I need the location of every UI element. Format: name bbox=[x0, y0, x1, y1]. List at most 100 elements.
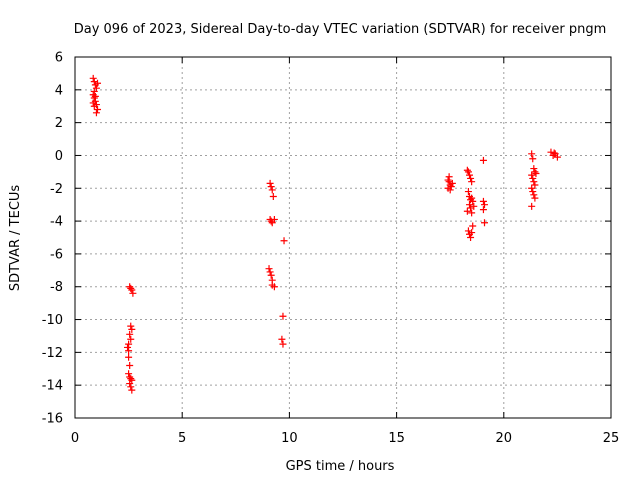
data-point-plus bbox=[444, 176, 452, 184]
data-point-plus bbox=[479, 197, 487, 205]
axis-ticks bbox=[74, 56, 612, 419]
plot-frame bbox=[74, 56, 612, 419]
data-point-plus bbox=[127, 383, 135, 391]
y-tick-label: -16 bbox=[42, 412, 63, 427]
data-point-plus bbox=[463, 166, 471, 174]
y-tick-label: 4 bbox=[55, 83, 63, 98]
grid-lines bbox=[75, 57, 611, 418]
data-point-plus bbox=[279, 340, 287, 348]
data-point-plus bbox=[266, 179, 274, 187]
x-axis-label: GPS time / hours bbox=[286, 459, 395, 474]
data-point-plus bbox=[269, 192, 277, 200]
data-point-plus bbox=[94, 106, 102, 114]
data-point-plus bbox=[470, 202, 478, 210]
data-point-plus bbox=[90, 94, 98, 102]
data-point-plus bbox=[529, 174, 537, 182]
x-axis-tick-labels: 0 5 10 15 20 25 bbox=[71, 431, 619, 446]
data-point-plus bbox=[127, 322, 135, 330]
data-point-plus bbox=[468, 209, 476, 217]
x-tick-label: 25 bbox=[603, 431, 620, 446]
data-point-plus bbox=[126, 361, 134, 369]
data-point-plus bbox=[445, 173, 453, 181]
data-point-plus bbox=[530, 165, 538, 173]
data-point-plus bbox=[126, 330, 134, 338]
data-point-plus bbox=[469, 222, 477, 230]
data-point-plus bbox=[127, 284, 135, 292]
data-point-plus bbox=[532, 170, 540, 178]
data-point-plus bbox=[89, 74, 97, 82]
y-tick-label: -2 bbox=[50, 182, 63, 197]
data-point-plus bbox=[553, 153, 561, 161]
y-tick-label: -8 bbox=[50, 280, 63, 295]
data-point-plus bbox=[467, 204, 475, 212]
y-axis-label: SDTVAR / TECUs bbox=[8, 185, 23, 292]
data-point-plus bbox=[531, 168, 539, 176]
x-tick-label: 0 bbox=[71, 431, 79, 446]
data-point-plus bbox=[90, 102, 98, 110]
data-point-plus bbox=[94, 79, 102, 87]
data-point-plus bbox=[126, 380, 134, 388]
data-point-plus bbox=[128, 286, 136, 294]
data-point-plus bbox=[465, 201, 473, 209]
x-tick-label: 20 bbox=[496, 431, 513, 446]
data-point-plus bbox=[531, 194, 539, 202]
data-point-plus bbox=[268, 186, 276, 194]
data-point-plus bbox=[124, 343, 132, 351]
data-point-plus bbox=[528, 150, 536, 158]
data-point-plus bbox=[481, 219, 489, 227]
data-point-plus bbox=[125, 370, 133, 378]
data-point-plus bbox=[528, 184, 536, 192]
data-point-plus bbox=[465, 171, 473, 179]
data-point-plus bbox=[464, 227, 472, 235]
chart-title: Day 096 of 2023, Sidereal Day-to-day VTE… bbox=[74, 22, 607, 37]
data-point-plus bbox=[481, 201, 489, 209]
data-point-plus bbox=[270, 283, 278, 291]
y-tick-label: 0 bbox=[55, 149, 63, 164]
data-point-plus bbox=[467, 234, 475, 241]
data-point-plus bbox=[468, 194, 476, 202]
x-tick-label: 5 bbox=[178, 431, 186, 446]
data-point-plus bbox=[464, 168, 472, 176]
data-point-plus bbox=[125, 340, 133, 348]
data-point-plus bbox=[125, 353, 133, 361]
data-point-plus bbox=[267, 183, 275, 191]
data-point-plus bbox=[468, 229, 476, 237]
data-point-plus bbox=[278, 335, 286, 343]
x-tick-label: 10 bbox=[281, 431, 298, 446]
data-point-plus bbox=[127, 375, 135, 383]
data-point-plus bbox=[128, 386, 136, 394]
data-point-plus bbox=[469, 197, 477, 205]
data-point-plus bbox=[528, 171, 536, 179]
data-point-plus bbox=[265, 265, 273, 273]
data-points bbox=[89, 74, 561, 394]
y-axis-tick-labels: 6 4 2 0 -2 -4 -6 -8 -10 -12 -14 -16 bbox=[42, 51, 63, 427]
data-point-plus bbox=[529, 155, 537, 163]
data-point-plus bbox=[279, 312, 287, 320]
data-point-plus bbox=[479, 156, 487, 164]
y-tick-label: -4 bbox=[50, 215, 63, 230]
data-point-plus bbox=[464, 188, 472, 196]
y-tick-label: 2 bbox=[55, 116, 63, 131]
data-point-plus bbox=[529, 188, 537, 196]
y-tick-label: -6 bbox=[50, 247, 63, 262]
data-point-plus bbox=[280, 237, 288, 245]
y-tick-label: -10 bbox=[42, 313, 63, 328]
data-point-plus bbox=[128, 325, 136, 333]
data-point-plus bbox=[127, 335, 135, 343]
data-point-plus bbox=[90, 87, 98, 95]
data-point-plus bbox=[129, 289, 137, 297]
data-point-plus bbox=[270, 215, 278, 223]
data-point-plus bbox=[448, 179, 456, 187]
data-point-plus bbox=[267, 271, 275, 279]
data-point-plus bbox=[267, 217, 275, 225]
data-point-plus bbox=[467, 174, 475, 182]
x-tick-label: 15 bbox=[388, 431, 405, 446]
data-point-plus bbox=[446, 186, 454, 194]
y-tick-label: -14 bbox=[42, 379, 63, 394]
y-tick-label: 6 bbox=[55, 51, 63, 66]
data-point-plus bbox=[468, 178, 476, 186]
data-point-plus bbox=[447, 183, 455, 191]
data-point-plus bbox=[463, 207, 471, 215]
data-point-plus bbox=[89, 99, 97, 107]
